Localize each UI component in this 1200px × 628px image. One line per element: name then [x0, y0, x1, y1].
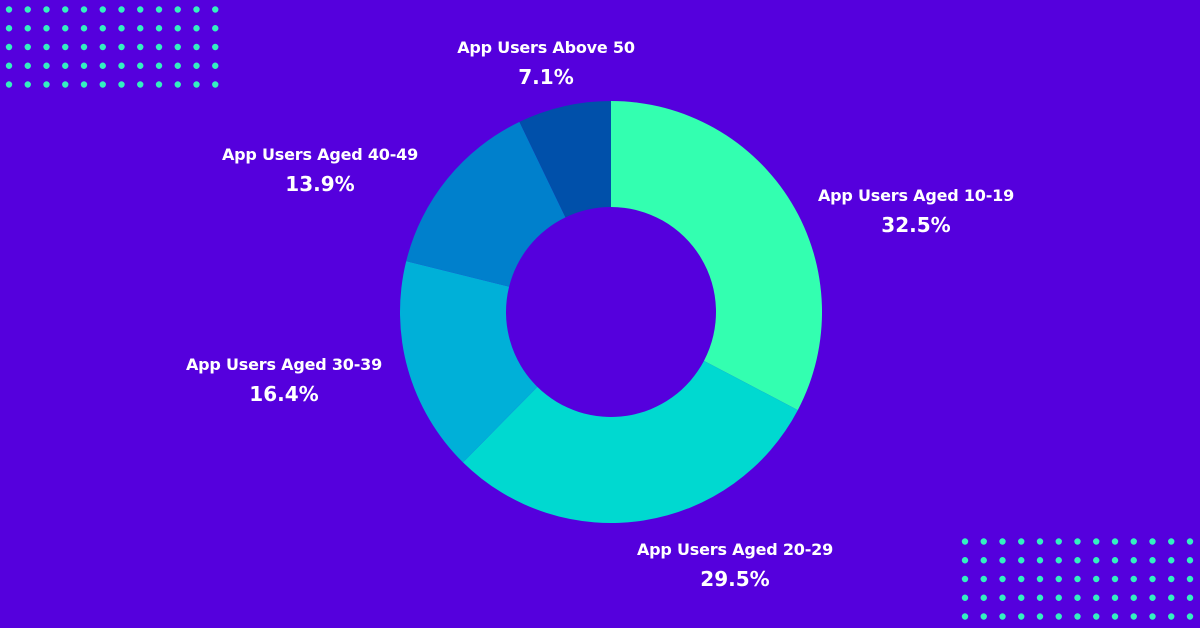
label-aged-30-39: App Users Aged 30-39 16.4% [186, 355, 382, 406]
label-percent: 32.5% [881, 213, 951, 237]
label-aged-40-49: App Users Aged 40-49 13.9% [222, 145, 418, 196]
dot-grid-bottom-right [961, 538, 1194, 620]
donut-segment [406, 121, 566, 287]
label-percent: 7.1% [518, 65, 574, 89]
label-above-50: App Users Above 50 7.1% [457, 38, 635, 89]
label-percent: 16.4% [249, 382, 319, 406]
label-percent: 13.9% [285, 172, 355, 196]
label-aged-20-29: App Users Aged 20-29 29.5% [637, 540, 833, 591]
label-name: App Users Aged 10-19 [817, 186, 1015, 205]
label-name: App Users Aged 20-29 [636, 540, 834, 559]
label-name: App Users Aged 30-39 [185, 355, 383, 374]
dot-grid-top-left [5, 6, 219, 88]
donut-segment [400, 261, 538, 463]
donut-segment [462, 360, 798, 523]
label-percent: 29.5% [700, 567, 770, 591]
donut-segment [611, 101, 822, 411]
label-name: App Users Above 50 [457, 38, 635, 57]
label-aged-10-19: App Users Aged 10-19 32.5% [818, 186, 1014, 237]
label-name: App Users Aged 40-49 [221, 145, 419, 164]
donut-segment [519, 101, 611, 218]
